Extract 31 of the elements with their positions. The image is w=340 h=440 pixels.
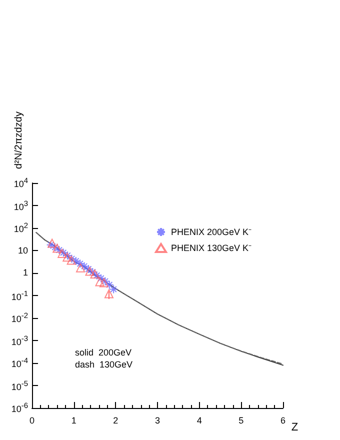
x-axis-title: Z [291, 422, 298, 434]
y-tick-label: 1 [22, 268, 28, 278]
point [95, 277, 104, 286]
y-tick-label: 10$^{-6}$ [11, 401, 28, 414]
x-tick-label: 3 [154, 416, 160, 426]
x-tick-label: 1 [71, 416, 76, 426]
y-tick-label: 10$^{-3}$ [11, 334, 28, 346]
y-tick-label: 10$^{-1}$ [11, 288, 28, 302]
x-tick-label: 4 [196, 416, 202, 426]
legend-label: PHENIX 130GeV K⁻ [171, 243, 252, 253]
point [54, 246, 64, 255]
point [80, 262, 89, 271]
y-tick-label: 10$^{3}$ [14, 198, 28, 212]
y-tick-label: 10$^{-4}$ [11, 356, 28, 369]
y-tick-label: 10$^{-5}$ [11, 378, 28, 392]
x-tick-label: 5 [238, 416, 244, 426]
y-axis-title: d²N/2πzdzdy [14, 112, 24, 169]
x-tick-label: 0 [29, 416, 35, 426]
legend-label: PHENIX 200GeV K⁻ [171, 227, 252, 237]
point [104, 289, 114, 298]
y-tick-label: 10$^{-2}$ [11, 311, 28, 324]
y-tick-label: 10$^{2}$ [14, 221, 28, 234]
point [76, 263, 86, 272]
x-tick-label: 2 [113, 416, 118, 426]
point [109, 284, 118, 294]
annotation: solid 200GeV [75, 348, 132, 358]
y-tick-label: 10$^{4}$ [14, 176, 28, 189]
y-tick-label: 10 [18, 245, 28, 255]
annotation: dash 130GeV [75, 360, 133, 370]
x-tick-label: 6 [280, 416, 286, 426]
point [104, 280, 114, 290]
